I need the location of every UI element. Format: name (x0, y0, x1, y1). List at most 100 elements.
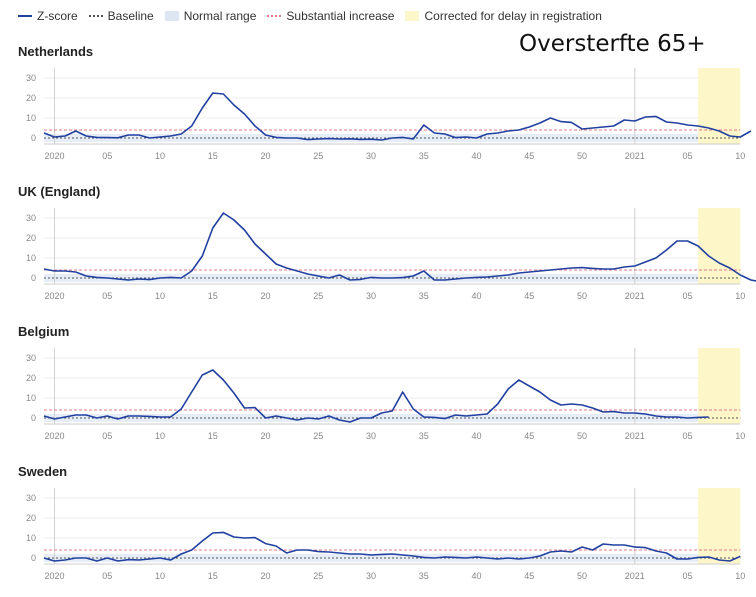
x-tick-label: 45 (524, 431, 534, 441)
x-tick-label: 35 (419, 151, 429, 161)
x-tick-label: 10 (155, 151, 165, 161)
x-tick-label: 25 (313, 431, 323, 441)
y-tick-label: 30 (26, 213, 36, 223)
chart-belgium: 0 10 20 30 2020 05 10 15 20 25 30 35 40 45 50 2021 05 10 (26, 348, 745, 441)
x-tick-label: 30 (366, 291, 376, 301)
y-tick-label: 0 (31, 553, 36, 563)
legend-swatch (18, 15, 32, 17)
z-score-line (43, 92, 752, 141)
x-tick-label: 10 (155, 431, 165, 441)
corrected-region (698, 208, 741, 284)
legend-label: Normal range (183, 9, 257, 23)
legend-label: Corrected for delay in registration (424, 9, 602, 23)
y-tick-label: 0 (31, 273, 36, 283)
x-tick-label: 25 (313, 291, 323, 301)
panel-title-uk-england: UK (England) (18, 184, 101, 199)
x-tick-label: 20 (261, 571, 271, 581)
chart-netherlands: 0 10 20 30 2020 05 10 15 20 25 30 35 40 45 50 2021 05 10 (26, 68, 752, 161)
y-tick-label: 20 (26, 93, 36, 103)
y-tick-label: 20 (26, 233, 36, 243)
y-tick-label: 30 (26, 73, 36, 83)
x-tick-label: 10 (735, 151, 745, 161)
x-tick-label: 10 (155, 571, 165, 581)
x-tick-label: 20 (261, 151, 271, 161)
x-tick-label: 35 (419, 431, 429, 441)
x-tick-label: 20 (261, 431, 271, 441)
x-tick-label: 10 (155, 291, 165, 301)
x-tick-label: 35 (419, 571, 429, 581)
corrected-region (698, 488, 741, 564)
x-tick-label: 50 (577, 151, 587, 161)
panel-title-netherlands: Netherlands (18, 44, 94, 59)
legend-item-corrected-for-delay-in-registration: Corrected for delay in registration (405, 9, 602, 23)
x-tick-label: 2021 (625, 151, 645, 161)
x-tick-label: 50 (577, 291, 587, 301)
x-tick-label: 2021 (625, 431, 645, 441)
legend-item-baseline: Baseline (88, 9, 154, 23)
panel-title-belgium: Belgium (18, 324, 70, 339)
y-tick-label: 0 (31, 413, 36, 423)
z-score-line (43, 212, 756, 282)
x-tick-label: 30 (366, 151, 376, 161)
x-tick-label: 05 (102, 151, 112, 161)
x-tick-label: 15 (208, 151, 218, 161)
legend-item-normal-range: Normal range (164, 9, 257, 23)
legend-item-substantial-increase: Substantial increase (267, 9, 394, 23)
x-tick-label: 2020 (45, 151, 65, 161)
legend-label: Substantial increase (286, 9, 395, 23)
y-tick-label: 10 (26, 393, 36, 403)
x-tick-label: 40 (472, 151, 482, 161)
legend-swatch (164, 11, 179, 21)
x-tick-label: 05 (683, 151, 693, 161)
y-tick-label: 10 (26, 533, 36, 543)
x-tick-label: 45 (524, 571, 534, 581)
x-tick-label: 05 (102, 571, 112, 581)
corrected-region (698, 68, 741, 144)
y-tick-label: 20 (26, 513, 36, 523)
x-tick-label: 05 (683, 291, 693, 301)
x-tick-label: 45 (524, 291, 534, 301)
legend-item-z-score: Z-score (18, 9, 78, 23)
x-tick-label: 2020 (45, 291, 65, 301)
x-tick-label: 2021 (625, 291, 645, 301)
x-tick-label: 35 (419, 291, 429, 301)
x-tick-label: 20 (261, 291, 271, 301)
x-tick-label: 2020 (45, 571, 65, 581)
x-tick-label: 25 (313, 571, 323, 581)
x-tick-label: 15 (208, 291, 218, 301)
x-tick-label: 40 (472, 571, 482, 581)
x-tick-label: 2020 (45, 431, 65, 441)
x-tick-label: 10 (735, 571, 745, 581)
legend-swatch (88, 15, 103, 17)
x-tick-label: 30 (366, 571, 376, 581)
y-tick-label: 20 (26, 373, 36, 383)
chart-uk-england: 0 10 20 30 2020 05 10 15 20 25 30 35 40 45 50 2021 05 10 (26, 208, 756, 301)
legend-label: Z-score (37, 9, 78, 23)
x-tick-label: 50 (577, 571, 587, 581)
corrected-region (698, 348, 741, 424)
x-tick-label: 05 (102, 431, 112, 441)
chart-sweden: 0 10 20 30 2020 05 10 15 20 25 30 35 40 45 50 2021 05 10 (26, 488, 745, 581)
x-tick-label: 15 (208, 571, 218, 581)
legend-swatch (405, 11, 420, 21)
x-tick-label: 40 (472, 431, 482, 441)
y-tick-label: 10 (26, 253, 36, 263)
x-tick-label: 45 (524, 151, 534, 161)
x-tick-label: 2021 (625, 571, 645, 581)
legend-swatch (267, 15, 282, 17)
main-title: Oversterfte 65+ (519, 31, 706, 57)
x-tick-label: 10 (735, 291, 745, 301)
x-tick-label: 50 (577, 431, 587, 441)
x-tick-label: 25 (313, 151, 323, 161)
legend: Z-score Baseline Normal range Substantial i… (18, 8, 613, 24)
y-tick-label: 0 (31, 133, 36, 143)
x-tick-label: 40 (472, 291, 482, 301)
x-tick-label: 30 (366, 431, 376, 441)
x-tick-label: 10 (735, 431, 745, 441)
z-score-line (43, 531, 741, 562)
z-score-line (43, 369, 709, 423)
legend-label: Baseline (107, 9, 154, 23)
y-tick-label: 30 (26, 493, 36, 503)
y-tick-label: 30 (26, 353, 36, 363)
x-tick-label: 15 (208, 431, 218, 441)
